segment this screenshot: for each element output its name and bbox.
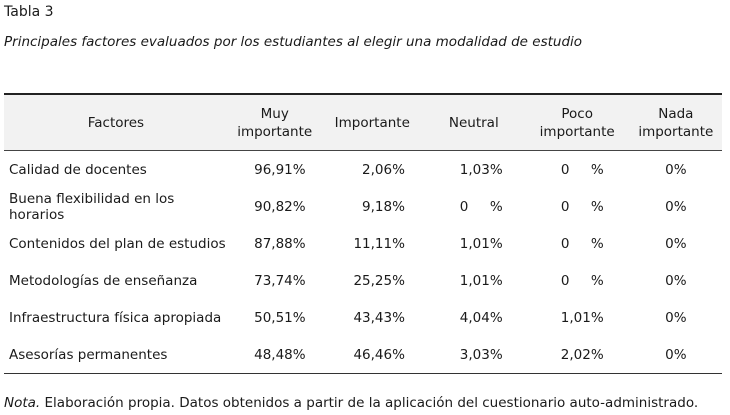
cell-nada-importante: 0% — [665, 235, 687, 252]
cell-muy-importante: 90,82% — [254, 198, 306, 215]
table-row: Contenidos del plan de estudios 87,88% 1… — [4, 225, 722, 262]
header-muy-importante-line2: importante — [237, 123, 313, 140]
cell-neutral: 1,01% — [459, 272, 503, 289]
cell-nada-importante: 0% — [665, 272, 687, 289]
cell-muy-importante: 73,74% — [254, 272, 306, 289]
header-muy-importante: Muy importante — [228, 94, 322, 151]
header-muy-importante-line1: Muy — [260, 105, 289, 122]
cell-poco-importante: 0 % — [560, 198, 604, 215]
cell-neutral: 1,01% — [459, 235, 503, 252]
note-label: Nota. — [4, 395, 41, 411]
cell-neutral: 4,04% — [459, 309, 503, 326]
header-nada-importante-line1: Nada — [658, 105, 694, 122]
factors-table: Factores Muy importante Importante Neutr… — [4, 93, 722, 374]
cell-nada-importante: 0% — [665, 346, 687, 363]
cell-factor: Calidad de docentes — [9, 161, 147, 178]
table-note: Nota. Elaboración propia. Datos obtenido… — [4, 395, 698, 411]
cell-factor: Metodologías de enseñanza — [9, 272, 198, 289]
cell-poco-importante: 0 % — [560, 161, 604, 178]
cell-poco-importante: 2,02% — [560, 346, 604, 363]
table-header: Factores Muy importante Importante Neutr… — [4, 94, 722, 151]
header-factores: Factores — [87, 114, 145, 131]
cell-neutral: 3,03% — [459, 346, 503, 363]
cell-poco-importante: 0 % — [560, 272, 604, 289]
table-body: Calidad de docentes 96,91% 2,06% 1,03% 0… — [4, 151, 722, 374]
table-label: Tabla 3 — [4, 4, 54, 20]
cell-importante: 46,46% — [353, 346, 405, 363]
header-neutral: Neutral — [448, 114, 499, 131]
cell-factor: Infraestructura física apropiada — [9, 309, 222, 326]
header-poco-importante-line2: importante — [539, 123, 615, 140]
note-text: Elaboración propia. Datos obtenidos a pa… — [40, 395, 699, 411]
table-row: Metodologías de enseñanza 73,74% 25,25% … — [4, 262, 722, 299]
table-row: Buena flexibilidad en los horarios 90,82… — [4, 188, 722, 225]
header-poco-importante-line1: Poco — [561, 105, 593, 122]
header-poco-importante: Poco importante — [525, 94, 630, 151]
cell-nada-importante: 0% — [665, 198, 687, 215]
cell-neutral: 1,03% — [459, 161, 503, 178]
cell-muy-importante: 96,91% — [254, 161, 306, 178]
cell-nada-importante: 0% — [665, 309, 687, 326]
header-importante: Importante — [334, 114, 410, 131]
cell-factor: Contenidos del plan de estudios — [9, 235, 226, 252]
header-nada-importante: Nada importante — [630, 94, 722, 151]
header-nada-importante-line2: importante — [638, 123, 714, 140]
cell-muy-importante: 50,51% — [254, 309, 306, 326]
cell-importante: 11,11% — [353, 235, 405, 252]
table-row: Infraestructura física apropiada 50,51% … — [4, 299, 722, 336]
cell-factor: Buena flexibilidad en los horarios — [9, 190, 175, 223]
cell-importante: 43,43% — [353, 309, 405, 326]
table-row: Asesorías permanentes 48,48% 46,46% 3,03… — [4, 336, 722, 374]
cell-neutral: 0 % — [459, 198, 503, 215]
cell-importante: 25,25% — [353, 272, 405, 289]
cell-muy-importante: 87,88% — [254, 235, 306, 252]
cell-importante: 2,06% — [362, 161, 405, 178]
cell-muy-importante: 48,48% — [254, 346, 306, 363]
cell-factor: Asesorías permanentes — [9, 346, 168, 363]
cell-poco-importante: 0 % — [560, 235, 604, 252]
table-row: Calidad de docentes 96,91% 2,06% 1,03% 0… — [4, 151, 722, 189]
cell-importante: 9,18% — [362, 198, 405, 215]
cell-poco-importante: 1,01% — [560, 309, 604, 326]
header-row: Factores Muy importante Importante Neutr… — [4, 94, 722, 151]
table-caption: Principales factores evaluados por los e… — [4, 34, 583, 50]
cell-nada-importante: 0% — [665, 161, 687, 178]
